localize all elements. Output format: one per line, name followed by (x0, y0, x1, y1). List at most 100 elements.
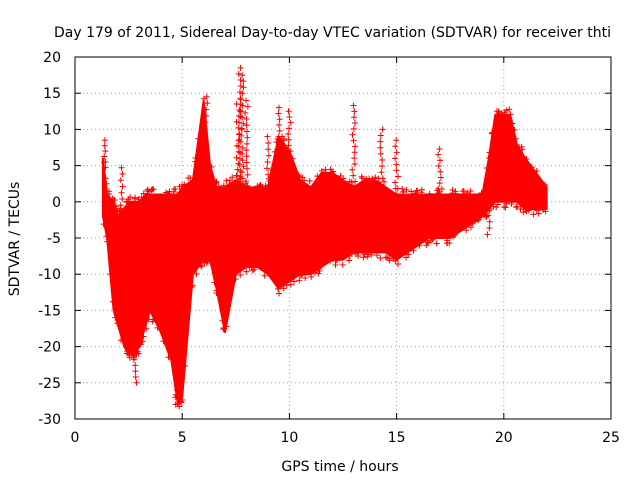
data-point (101, 142, 108, 149)
data-point (102, 158, 109, 165)
data-point (486, 149, 493, 156)
data-point (265, 139, 272, 146)
data-point (261, 272, 268, 279)
data-point (308, 273, 315, 280)
data-point (287, 148, 294, 155)
data-point (366, 175, 373, 182)
data-point (350, 137, 357, 144)
data-point (133, 379, 140, 386)
data-point (379, 156, 386, 163)
data-point (297, 272, 304, 279)
data-point (503, 107, 510, 114)
data-point (203, 112, 210, 119)
data-point (377, 150, 384, 157)
data-point (311, 269, 318, 276)
data-point (403, 187, 410, 194)
data-point (275, 110, 282, 117)
data-point (166, 190, 173, 197)
data-point (126, 351, 133, 358)
data-point (193, 271, 200, 278)
data-point (235, 70, 242, 77)
data-point (242, 109, 249, 116)
data-point (299, 174, 306, 181)
data-point (503, 200, 510, 207)
data-point (418, 186, 425, 193)
data-point (135, 196, 142, 203)
data-point (285, 136, 292, 143)
data-point (486, 206, 493, 213)
data-point (132, 195, 139, 202)
x-tick-label: 25 (602, 430, 620, 446)
data-point (258, 184, 265, 191)
data-point (160, 338, 167, 345)
data-point (435, 151, 442, 158)
data-point (348, 179, 355, 186)
data-point (237, 138, 244, 145)
data-point (416, 242, 423, 249)
data-point (393, 137, 400, 144)
data-point (395, 261, 402, 268)
data-point (392, 179, 399, 186)
data-point (232, 276, 239, 283)
data-point (351, 108, 358, 115)
data-point (195, 135, 202, 142)
data-point (239, 90, 246, 97)
data-point (239, 157, 246, 164)
data-point (276, 290, 283, 297)
data-point (203, 93, 210, 100)
data-point (235, 148, 242, 155)
data-point (379, 175, 386, 182)
data-point (450, 233, 457, 240)
data-point (405, 251, 412, 258)
data-point (464, 189, 471, 196)
data-point (239, 72, 246, 79)
data-point (542, 181, 549, 188)
data-point (289, 155, 296, 162)
data-point (423, 242, 430, 249)
data-point (408, 188, 415, 195)
data-point (127, 194, 134, 201)
data-point (237, 179, 244, 186)
data-point (198, 263, 205, 270)
data-point (525, 207, 532, 214)
data-point (244, 165, 251, 172)
data-point (484, 231, 491, 238)
data-point (449, 190, 456, 197)
data-point (119, 171, 126, 178)
data-point (114, 320, 121, 327)
data-point (360, 254, 367, 261)
data-point (533, 207, 540, 214)
data-point (181, 181, 188, 188)
data-point (436, 145, 443, 152)
data-point (519, 146, 526, 153)
data-point (201, 259, 208, 266)
data-point (165, 354, 172, 361)
data-point (235, 124, 242, 131)
data-point (107, 271, 114, 278)
data-point (240, 120, 247, 127)
data-point (428, 237, 435, 244)
data-point (239, 181, 246, 188)
data-point (237, 108, 244, 115)
data-point (133, 350, 140, 357)
data-point (237, 271, 244, 278)
data-band (101, 99, 548, 406)
y-tick-label: 10 (43, 122, 61, 138)
data-point (436, 180, 443, 187)
data-point (236, 161, 243, 168)
x-tick-label: 20 (495, 430, 513, 446)
data-point (330, 168, 337, 175)
data-point (114, 211, 121, 218)
data-point (236, 119, 243, 126)
data-point (386, 257, 393, 264)
data-point (314, 173, 321, 180)
data-point (109, 298, 116, 305)
data-point (346, 252, 353, 259)
y-tick-label: -20 (38, 340, 61, 356)
data-point (234, 166, 241, 173)
data-point (243, 147, 250, 154)
data-point (340, 175, 347, 182)
data-point (349, 131, 356, 138)
data-point (243, 140, 250, 147)
data-point (134, 348, 141, 355)
